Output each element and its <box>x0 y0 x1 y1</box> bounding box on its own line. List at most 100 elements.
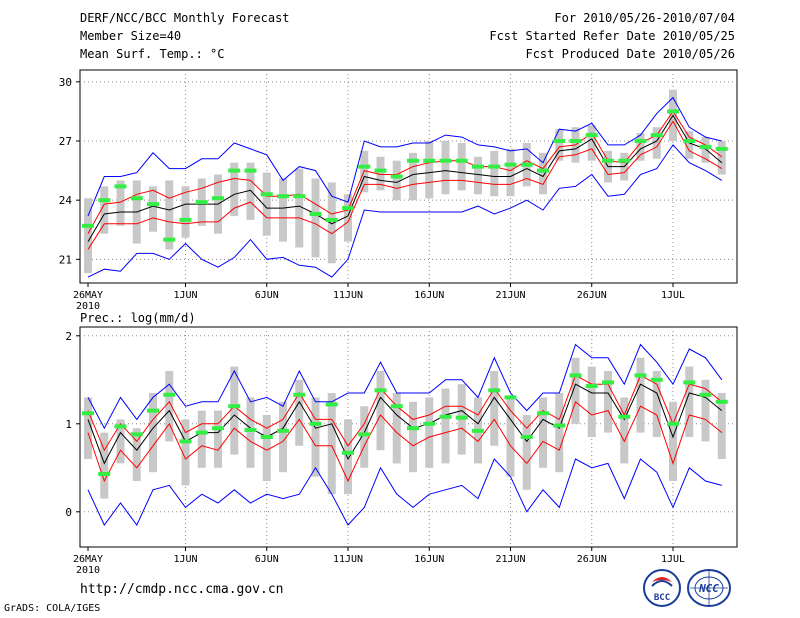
ensemble-spread-bar <box>555 129 564 161</box>
observation-marker <box>569 373 582 378</box>
observation-marker <box>520 162 533 167</box>
observation-marker <box>147 408 159 413</box>
observation-marker <box>130 196 143 201</box>
observation-marker <box>488 388 501 393</box>
x-tick-label: 16JUN <box>414 554 444 565</box>
series-line-mean-minus-sd <box>87 400 723 483</box>
precip-panel-title: Prec.: log(mm/d) <box>80 311 196 325</box>
ensemble-spread-bar <box>165 371 174 442</box>
source-url[interactable]: http://cmdp.ncc.cma.gov.cn <box>80 582 284 597</box>
observation-marker <box>715 146 728 151</box>
y-tick-label: 30 <box>59 76 72 89</box>
ensemble-spread-bar <box>181 186 190 238</box>
ensemble-spread-bar <box>84 198 92 274</box>
x-tick-label: 26MAY <box>73 290 103 301</box>
observation-marker <box>195 430 208 435</box>
ensemble-spread-bar <box>506 397 515 477</box>
observation-marker <box>699 392 712 397</box>
y-tick-label: 0 <box>65 506 72 519</box>
ensemble-spread-bar <box>425 397 434 468</box>
observation-marker <box>130 432 143 437</box>
x-tick-label: 26JUN <box>577 554 607 565</box>
observation-marker <box>98 198 111 203</box>
observation-marker <box>358 164 371 169</box>
observation-marker <box>439 158 452 163</box>
ensemble-spread-bar <box>457 142 466 191</box>
ensemble-spread-bar <box>522 415 531 490</box>
y-tick-label: 24 <box>59 194 73 207</box>
observation-marker <box>293 392 306 397</box>
ensemble-spread-bar <box>327 182 336 264</box>
observation-marker <box>325 217 338 222</box>
observation-marker <box>667 421 679 426</box>
plot-frame-1 <box>79 326 738 548</box>
observation-marker <box>244 427 257 432</box>
ensemble-spread-bar <box>132 428 141 481</box>
observation-marker <box>114 424 127 429</box>
observation-marker <box>683 139 696 143</box>
ensemble-spread-bar <box>571 357 580 424</box>
ensemble-spread-bar <box>441 388 450 464</box>
ensemble-spread-bar <box>539 397 547 468</box>
ensemble-spread-bar <box>392 393 401 464</box>
observation-marker <box>358 432 371 437</box>
observation-marker <box>439 414 452 419</box>
x-tick-label: 26MAY <box>73 554 103 565</box>
series-line-ensemble-mean <box>87 383 723 465</box>
observation-marker <box>455 158 468 163</box>
observation-marker <box>374 388 387 393</box>
ensemble-spread-bar <box>636 133 645 161</box>
ensemble-spread-bar <box>149 393 157 473</box>
ensemble-spread-bar <box>392 160 401 201</box>
observation-marker <box>147 202 159 207</box>
ensemble-spread-bar <box>685 131 694 159</box>
observation-marker <box>602 158 614 163</box>
chart-title-line2: Member Size=40 <box>80 29 182 43</box>
observation-marker <box>407 158 419 163</box>
observation-marker <box>82 223 94 228</box>
observation-marker <box>618 158 631 163</box>
ensemble-spread-bar <box>214 410 222 468</box>
ensemble-spread-bar <box>116 419 125 464</box>
ensemble-spread-bar <box>230 366 239 455</box>
ensemble-spread-bar <box>652 371 661 437</box>
observation-marker <box>293 194 306 199</box>
ensemble-spread-bar <box>100 186 109 234</box>
observation-marker <box>260 435 273 439</box>
x-tick-label: 21JUN <box>495 290 525 301</box>
observation-marker <box>390 404 403 409</box>
observation-marker <box>374 168 387 173</box>
forecast-period: For 2010/05/26-2010/07/04 <box>554 11 735 25</box>
ensemble-spread-bar <box>165 180 174 250</box>
observation-marker <box>82 411 94 416</box>
ensemble-spread-bar <box>669 401 677 481</box>
ncc-logo: NCC <box>687 569 731 607</box>
ensemble-spread-bar <box>490 150 499 197</box>
observation-marker <box>602 380 614 385</box>
grads-credit: GrADS: COLA/IGES <box>4 603 101 614</box>
observation-marker <box>277 194 289 199</box>
y-tick-label: 1 <box>65 418 72 431</box>
observation-marker <box>407 426 419 431</box>
observation-marker <box>553 423 566 428</box>
ensemble-spread-bar <box>701 379 710 442</box>
ensemble-spread-bar <box>100 432 109 499</box>
ensemble-spread-bar <box>311 397 320 477</box>
observation-marker <box>163 392 176 397</box>
series-line-min <box>87 343 723 430</box>
observation-marker <box>342 450 354 455</box>
x-tick-label: 1JUN <box>173 290 197 301</box>
x-tick-label: 1JUL <box>661 290 685 301</box>
x-tick-label: 16JUN <box>414 290 444 301</box>
observation-marker <box>683 380 696 385</box>
observation-marker <box>228 168 241 173</box>
ensemble-spread-bar <box>181 419 190 486</box>
observation-marker <box>634 139 647 143</box>
ensemble-spread-bar <box>197 410 206 468</box>
ensemble-spread-bar <box>84 397 92 459</box>
ensemble-spread-bar <box>360 406 369 468</box>
ensemble-spread-bar <box>376 156 385 191</box>
observation-marker <box>553 139 566 143</box>
observation-marker <box>667 109 679 114</box>
